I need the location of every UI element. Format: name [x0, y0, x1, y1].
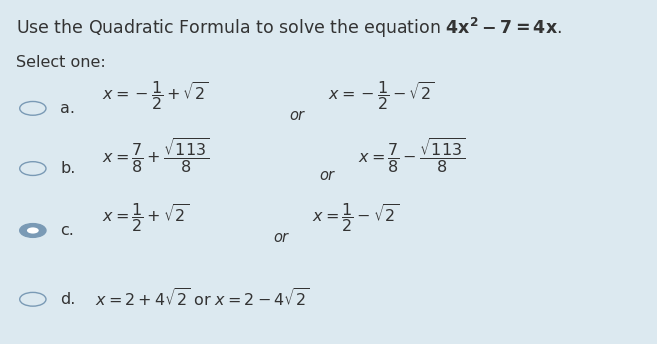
Circle shape	[20, 101, 46, 115]
Text: $x = 2 + 4\sqrt{2}$ or $x = 2 - 4\sqrt{2}$: $x = 2 + 4\sqrt{2}$ or $x = 2 - 4\sqrt{2…	[95, 288, 310, 310]
Text: $or$: $or$	[319, 168, 336, 183]
Text: $x = -\dfrac{1}{2} - \sqrt{2}$: $x = -\dfrac{1}{2} - \sqrt{2}$	[328, 79, 435, 112]
Text: $or$: $or$	[273, 230, 290, 245]
Text: $or$: $or$	[289, 108, 307, 123]
Circle shape	[20, 224, 46, 237]
Circle shape	[27, 227, 39, 234]
Circle shape	[20, 292, 46, 306]
Circle shape	[20, 162, 46, 175]
Text: Select one:: Select one:	[16, 55, 106, 70]
Text: $x = -\dfrac{1}{2} + \sqrt{2}$: $x = -\dfrac{1}{2} + \sqrt{2}$	[102, 79, 208, 112]
Text: a.: a.	[60, 101, 76, 116]
Text: Use the Quadratic Formula to solve the equation $\mathbf{4x^2 - 7 = 4x}$.: Use the Quadratic Formula to solve the e…	[16, 15, 562, 40]
Text: c.: c.	[60, 223, 74, 238]
Text: $x = \dfrac{7}{8} - \dfrac{\sqrt{113}}{8}$: $x = \dfrac{7}{8} - \dfrac{\sqrt{113}}{8…	[358, 136, 465, 175]
Text: $x = \dfrac{1}{2} - \sqrt{2}$: $x = \dfrac{1}{2} - \sqrt{2}$	[312, 201, 399, 234]
Text: b.: b.	[60, 161, 76, 176]
Text: d.: d.	[60, 292, 76, 307]
Text: $x = \dfrac{1}{2} + \sqrt{2}$: $x = \dfrac{1}{2} + \sqrt{2}$	[102, 201, 189, 234]
Text: $x = \dfrac{7}{8} + \dfrac{\sqrt{113}}{8}$: $x = \dfrac{7}{8} + \dfrac{\sqrt{113}}{8…	[102, 136, 209, 175]
